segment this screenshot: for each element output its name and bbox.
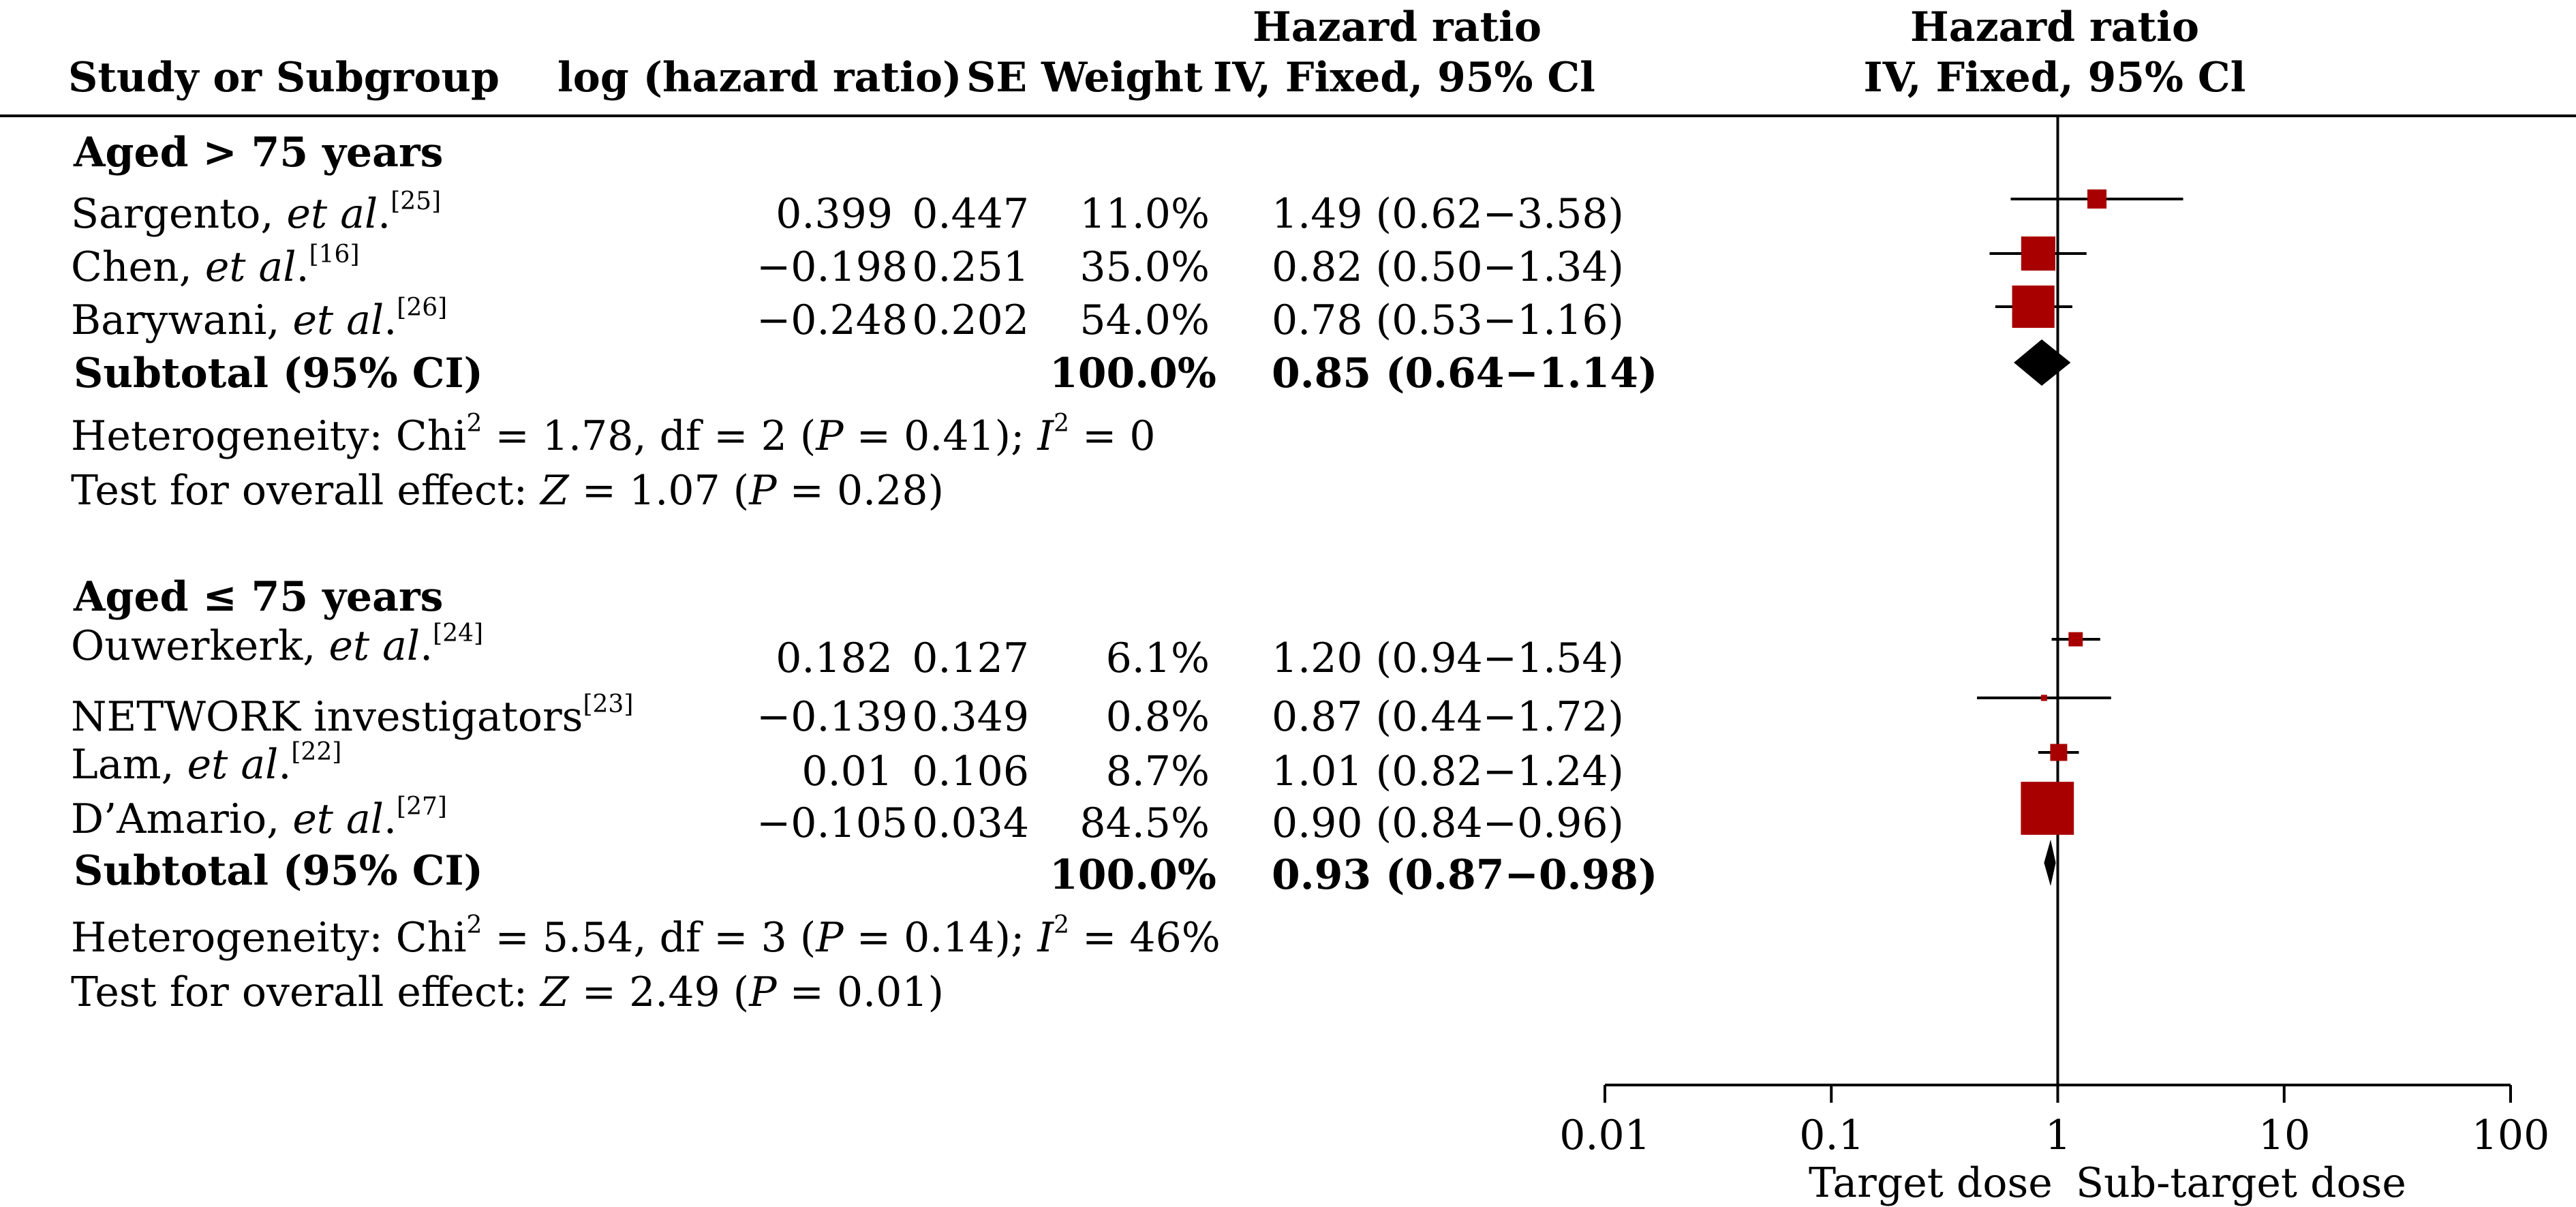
study-loghr: 0.01 bbox=[801, 748, 893, 795]
subtotal-weight: 100.0% bbox=[1049, 851, 1216, 899]
header-hr-text-line1: Hazard ratio bbox=[1253, 3, 1542, 51]
subtotal-diamond bbox=[2014, 339, 2071, 386]
study-loghr: −0.198 bbox=[756, 243, 908, 291]
header-study: Study or Subgroup bbox=[68, 54, 500, 102]
subtotal-label: Subtotal (95% CI) bbox=[74, 350, 483, 397]
study-se: 0.202 bbox=[912, 296, 1029, 344]
study-se: 0.447 bbox=[912, 190, 1029, 238]
group-title: Aged > 75 years bbox=[74, 129, 444, 177]
study-loghr: 0.182 bbox=[776, 635, 893, 682]
x-tick-label: 10 bbox=[2258, 1112, 2311, 1159]
header-log-hazard-ratio: log (hazard ratio) bbox=[557, 54, 962, 102]
axis-right-label: Sub-target dose bbox=[2076, 1159, 2406, 1207]
study-name: Chen, et al.[16] bbox=[71, 241, 360, 291]
header-hr-text-line2: IV, Fixed, 95% Cl bbox=[1213, 54, 1595, 102]
study-loghr: −0.105 bbox=[756, 799, 908, 847]
header-hr-plot-line2: IV, Fixed, 95% Cl bbox=[1863, 54, 2246, 102]
group-title: Aged ≤ 75 years bbox=[74, 573, 444, 621]
study-marker bbox=[2012, 285, 2055, 329]
study-hr-text: 0.82 (0.50−1.34) bbox=[1272, 243, 1624, 291]
study-name: Barywani, et al.[26] bbox=[71, 294, 448, 344]
study-marker bbox=[2021, 782, 2074, 835]
study-weight: 35.0% bbox=[1079, 243, 1210, 291]
study-name: Ouwerkerk, et al.[24] bbox=[71, 620, 484, 670]
header-hr-plot-line1: Hazard ratio bbox=[1910, 3, 2199, 51]
study-se: 0.251 bbox=[912, 243, 1029, 291]
study-loghr: −0.139 bbox=[756, 693, 908, 741]
study-weight: 54.0% bbox=[1079, 296, 1210, 344]
study-weight: 8.7% bbox=[1105, 748, 1210, 795]
overall-effect-text: Test for overall effect: Z = 1.07 (P = 0… bbox=[71, 467, 945, 515]
study-hr-text: 1.49 (0.62−3.58) bbox=[1272, 190, 1624, 238]
study-hr-text: 1.01 (0.82−1.24) bbox=[1272, 748, 1624, 795]
study-se: 0.349 bbox=[912, 693, 1029, 741]
axis-left-label: Target dose bbox=[1809, 1159, 2053, 1207]
study-hr-text: 1.20 (0.94−1.54) bbox=[1272, 635, 1624, 682]
subtotal-label: Subtotal (95% CI) bbox=[74, 847, 483, 895]
subtotal-hr-text: 0.93 (0.87−0.98) bbox=[1272, 851, 1658, 899]
subtotal-hr-text: 0.85 (0.64−1.14) bbox=[1272, 350, 1658, 397]
study-weight: 0.8% bbox=[1105, 693, 1210, 741]
study-loghr: 0.399 bbox=[776, 190, 893, 238]
x-tick-label: 100 bbox=[2471, 1112, 2550, 1159]
study-name: Lam, et al.[22] bbox=[71, 738, 342, 789]
study-weight: 84.5% bbox=[1079, 799, 1210, 847]
study-name: Sargento, et al.[25] bbox=[71, 187, 442, 238]
study-hr-text: 0.87 (0.44−1.72) bbox=[1272, 693, 1624, 741]
x-tick-label: 0.1 bbox=[1799, 1112, 1865, 1159]
study-hr-text: 0.90 (0.84−0.96) bbox=[1272, 799, 1624, 847]
header-se-weight: SE Weight bbox=[966, 54, 1203, 102]
heterogeneity-text: Heterogeneity: Chi2 = 5.54, df = 3 (P = … bbox=[71, 911, 1221, 962]
study-se: 0.127 bbox=[912, 635, 1029, 682]
heterogeneity-text: Heterogeneity: Chi2 = 1.78, df = 2 (P = … bbox=[71, 410, 1156, 460]
study-marker bbox=[2050, 744, 2068, 761]
study-marker bbox=[2040, 694, 2047, 701]
study-weight: 6.1% bbox=[1105, 635, 1210, 682]
study-loghr: −0.248 bbox=[756, 296, 908, 344]
x-tick-label: 1 bbox=[2044, 1112, 2072, 1159]
x-tick-label: 0.01 bbox=[1559, 1112, 1651, 1159]
study-se: 0.106 bbox=[912, 748, 1029, 795]
subtotal-weight: 100.0% bbox=[1049, 350, 1216, 397]
study-se: 0.034 bbox=[912, 799, 1029, 847]
study-name: NETWORK investigators[23] bbox=[71, 690, 634, 741]
study-marker bbox=[2068, 632, 2083, 647]
subtotal-diamond bbox=[2044, 840, 2056, 886]
study-hr-text: 0.78 (0.53−1.16) bbox=[1272, 296, 1624, 344]
study-marker bbox=[2021, 236, 2055, 271]
study-weight: 11.0% bbox=[1079, 190, 1210, 238]
study-name: D’Amario, et al.[27] bbox=[71, 793, 447, 843]
study-marker bbox=[2087, 189, 2107, 209]
overall-effect-text: Test for overall effect: Z = 2.49 (P = 0… bbox=[71, 968, 945, 1016]
